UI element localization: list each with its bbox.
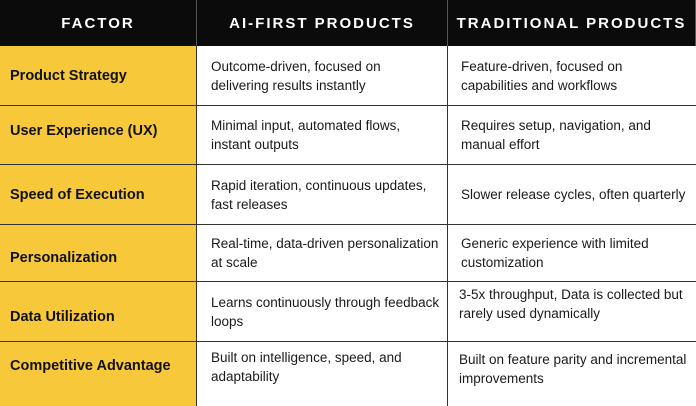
factor-cell: Speed of Execution bbox=[0, 165, 197, 225]
ai-first-cell: Learns continuously through feedback loo… bbox=[197, 282, 448, 342]
traditional-cell: Built on feature parity and incremental … bbox=[448, 342, 696, 406]
table-row: Personalization Real-time, data-driven p… bbox=[0, 225, 696, 282]
ai-first-cell: Built on intelligence, speed, and adapta… bbox=[197, 342, 448, 406]
table-header-row: FACTOR AI-FIRST PRODUCTS TRADITIONAL PRO… bbox=[0, 0, 696, 46]
table-row: Product Strategy Outcome-driven, focused… bbox=[0, 46, 696, 106]
table-row: Data Utilization Learns continuously thr… bbox=[0, 282, 696, 342]
ai-first-cell: Real-time, data-driven personalization a… bbox=[197, 225, 448, 282]
ai-first-cell: Rapid iteration, continuous updates, fas… bbox=[197, 165, 448, 225]
header-traditional: TRADITIONAL PRODUCTS bbox=[448, 0, 696, 46]
traditional-cell: Generic experience with limited customiz… bbox=[448, 225, 696, 282]
traditional-cell: 3-5x throughput, Data is collected but r… bbox=[448, 282, 696, 342]
traditional-cell: Feature-driven, focused on capabilities … bbox=[448, 46, 696, 106]
traditional-cell: Requires setup, navigation, and manual e… bbox=[448, 106, 696, 165]
factor-cell: Product Strategy bbox=[0, 46, 197, 106]
header-ai-first: AI-FIRST PRODUCTS bbox=[197, 0, 448, 46]
factor-cell: Data Utilization bbox=[0, 282, 197, 342]
table-row: User Experience (UX) Minimal input, auto… bbox=[0, 106, 696, 165]
factor-cell: Competitive Advantage bbox=[0, 342, 197, 406]
header-factor: FACTOR bbox=[0, 0, 197, 46]
ai-first-cell: Outcome-driven, focused on delivering re… bbox=[197, 46, 448, 106]
table-row: Speed of Execution Rapid iteration, cont… bbox=[0, 165, 696, 225]
factor-cell: User Experience (UX) bbox=[0, 106, 197, 165]
ai-first-cell: Minimal input, automated flows, instant … bbox=[197, 106, 448, 165]
table-row: Competitive Advantage Built on intellige… bbox=[0, 342, 696, 406]
factor-cell: Personalization bbox=[0, 225, 197, 282]
traditional-cell: Slower release cycles, often quarterly bbox=[448, 165, 696, 225]
